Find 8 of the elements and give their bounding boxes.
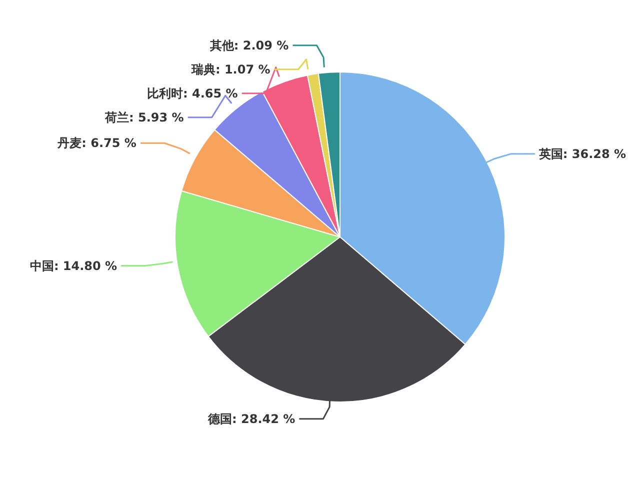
slice-label: 比利时: 4.65 % (147, 86, 238, 100)
slice-label: 英国: 36.28 % (538, 146, 626, 161)
slice-label: 中国: 14.80 % (30, 258, 118, 273)
slice-label: 瑞典: 1.07 % (190, 62, 270, 76)
slice-label: 其他: 2.09 % (208, 38, 289, 52)
slice-label: 丹麦: 6.75 % (56, 136, 136, 150)
slice-label: 荷兰: 5.93 % (104, 110, 184, 124)
slice-label: 德国: 28.42 % (207, 412, 296, 426)
